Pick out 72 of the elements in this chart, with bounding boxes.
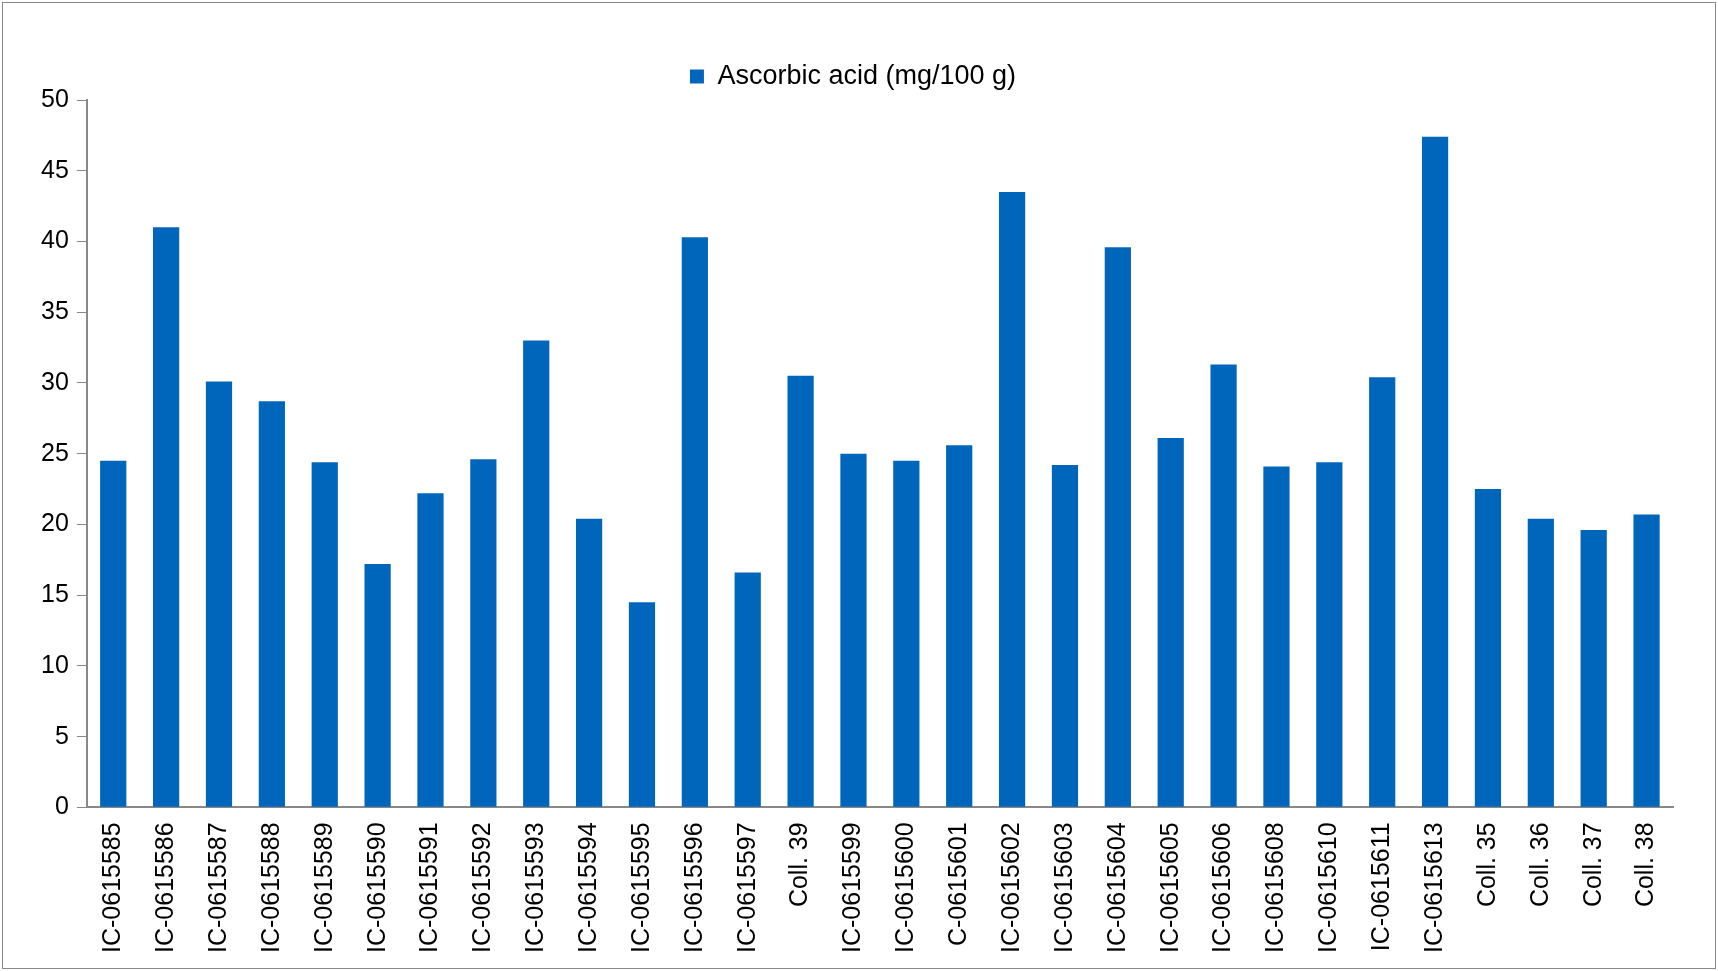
bar xyxy=(787,375,814,807)
legend-label: Ascorbic acid (mg/100 g) xyxy=(717,59,1017,90)
x-tick-label: IC-0615597 xyxy=(731,822,760,953)
bar xyxy=(523,340,550,807)
bar xyxy=(998,191,1026,807)
bar xyxy=(893,460,920,807)
x-tick-label: IC-0615608 xyxy=(1260,822,1289,953)
bar xyxy=(1104,247,1131,807)
bar xyxy=(417,493,444,807)
bar xyxy=(628,602,656,807)
bar xyxy=(1263,466,1290,807)
x-tick-label: IC-0615595 xyxy=(625,822,654,953)
x-tick-label: Coll. 38 xyxy=(1630,822,1659,908)
x-tick-label: IC-0615605 xyxy=(1154,822,1183,953)
bar xyxy=(734,572,761,807)
bar xyxy=(840,453,867,807)
y-tick-label: 0 xyxy=(54,791,69,820)
y-tick-label: 15 xyxy=(41,579,69,608)
x-tick-label: IC-0615592 xyxy=(467,822,496,953)
bar xyxy=(1633,514,1660,807)
x-tick-label: IC-0615590 xyxy=(361,822,390,953)
x-tick-label: C-0615601 xyxy=(943,822,972,947)
x-tick-label: IC-0615600 xyxy=(890,822,919,953)
bar xyxy=(1474,489,1502,807)
x-tick-label: IC-0615594 xyxy=(572,822,601,953)
x-tick-label: IC-0615588 xyxy=(255,822,284,953)
bar xyxy=(470,459,497,807)
bar xyxy=(311,462,338,807)
bar xyxy=(1580,530,1607,807)
bar xyxy=(100,460,127,807)
y-tick-label: 35 xyxy=(41,296,69,325)
x-tick-label: Coll. 37 xyxy=(1577,822,1606,908)
y-tick-label: 40 xyxy=(41,225,69,254)
y-tick-label: 25 xyxy=(41,437,69,466)
x-tick-label: IC-0615606 xyxy=(1207,822,1236,953)
y-tick-label: 30 xyxy=(41,366,69,395)
bar xyxy=(1051,464,1079,807)
x-tick-label: IC-0615593 xyxy=(520,822,549,953)
bar xyxy=(681,237,708,807)
bar xyxy=(1369,377,1396,807)
x-tick-label: IC-0615604 xyxy=(1101,822,1130,953)
bar xyxy=(1157,438,1184,807)
x-tick-label: IC-0615585 xyxy=(97,822,126,953)
bar xyxy=(1527,518,1554,807)
x-tick-label: IC-0615599 xyxy=(837,822,866,953)
bar xyxy=(575,518,603,807)
bar xyxy=(258,401,285,807)
bar xyxy=(153,227,180,807)
y-tick-label: 10 xyxy=(41,649,69,678)
x-tick-label: IC-0615613 xyxy=(1418,822,1447,953)
bar xyxy=(1421,136,1449,807)
x-tick-label: IC-0615602 xyxy=(995,822,1024,953)
x-tick-label: IC-0615587 xyxy=(202,822,231,953)
x-tick-label: IC-0615591 xyxy=(414,822,443,953)
bar xyxy=(1316,462,1343,807)
x-tick-label: Coll. 39 xyxy=(784,822,813,908)
y-tick-label: 5 xyxy=(54,720,69,749)
x-tick-label: IC-0615589 xyxy=(308,822,337,953)
bar xyxy=(205,381,233,807)
x-tick-label: Coll. 35 xyxy=(1471,822,1500,908)
y-tick-label: 50 xyxy=(41,83,69,112)
x-tick-label: Coll. 36 xyxy=(1524,822,1553,908)
y-tick-label: 20 xyxy=(41,508,69,537)
bar xyxy=(1210,364,1237,807)
x-tick-label: IC-0615603 xyxy=(1048,822,1077,953)
bar xyxy=(364,564,391,807)
x-tick-label: IC-0615586 xyxy=(150,822,179,953)
x-tick-label: IC-0615596 xyxy=(678,822,707,953)
y-tick-label: 45 xyxy=(41,154,69,183)
x-tick-label: IC-0615610 xyxy=(1313,822,1342,953)
bar xyxy=(946,445,973,807)
x-tick-label: IC-0615611 xyxy=(1366,822,1395,952)
